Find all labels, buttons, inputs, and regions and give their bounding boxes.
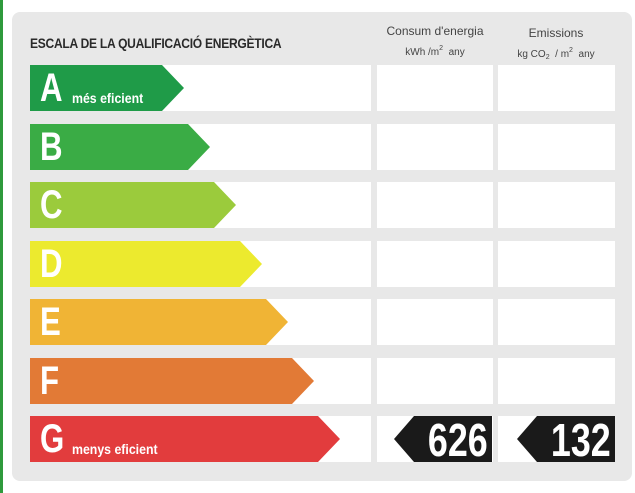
class-bar-f: F [30, 358, 314, 404]
emissions-rating-indicator: 132 [517, 414, 615, 466]
left-accent-border [0, 0, 3, 493]
class-arrow-f [30, 358, 314, 404]
emissions-cell-c [498, 182, 615, 228]
emissions-cell-d [498, 241, 615, 287]
energy-rating-indicator: 626 [394, 414, 492, 466]
energy-cell-d [377, 241, 493, 287]
energy-column-header: Consum d'energia kWh /m2 any [378, 22, 492, 62]
emissions-rating-indicator-arrow [517, 416, 615, 462]
class-letter-a: A [40, 66, 63, 110]
emissions-column-header: Emissions kg CO2 / m2 any [498, 24, 614, 67]
class-arrow-g [30, 416, 340, 462]
energy-cell-a [377, 65, 493, 111]
energy-cell-e [377, 299, 493, 345]
energy-cell-c [377, 182, 493, 228]
emissions-cell-e [498, 299, 615, 345]
energy-rating-indicator-arrow [394, 416, 492, 462]
class-label-g: menys eficient [72, 441, 158, 457]
scale-title: ESCALA DE LA QUALIFICACIÓ ENERGÈTICA [30, 35, 282, 51]
emissions-column-label: Emissions [528, 26, 584, 40]
class-bar-c: C [30, 182, 236, 228]
energy-cell-b [377, 124, 493, 170]
class-arrow-d [30, 241, 262, 287]
class-letter-c: C [40, 183, 63, 227]
class-arrow-b [30, 124, 210, 170]
class-letter-f: F [40, 359, 60, 403]
class-arrow-e [30, 299, 288, 345]
emissions-cell-f [498, 358, 615, 404]
class-arrow-a [30, 65, 184, 111]
emissions-cell-a [498, 65, 615, 111]
class-label-a: més eficient [72, 90, 144, 106]
class-bar-b: B [30, 124, 210, 170]
class-bar-d: D [30, 241, 262, 287]
emissions-rating-indicator-value: 132 [551, 414, 611, 466]
emissions-cell-b [498, 124, 615, 170]
class-letter-g: G [40, 417, 65, 461]
emissions-column-unit: kg CO2 / m2 any [517, 47, 595, 61]
energy-cell-f [377, 358, 493, 404]
class-letter-b: B [40, 125, 63, 169]
energy-rating-indicator-value: 626 [428, 414, 488, 466]
class-bar-e: E [30, 299, 288, 345]
class-letter-e: E [40, 300, 61, 344]
class-letter-d: D [40, 242, 63, 286]
energy-column-unit: kWh /m2 any [405, 45, 465, 58]
class-arrow-c [30, 182, 236, 228]
energy-column-label: Consum d'energia [386, 24, 484, 38]
